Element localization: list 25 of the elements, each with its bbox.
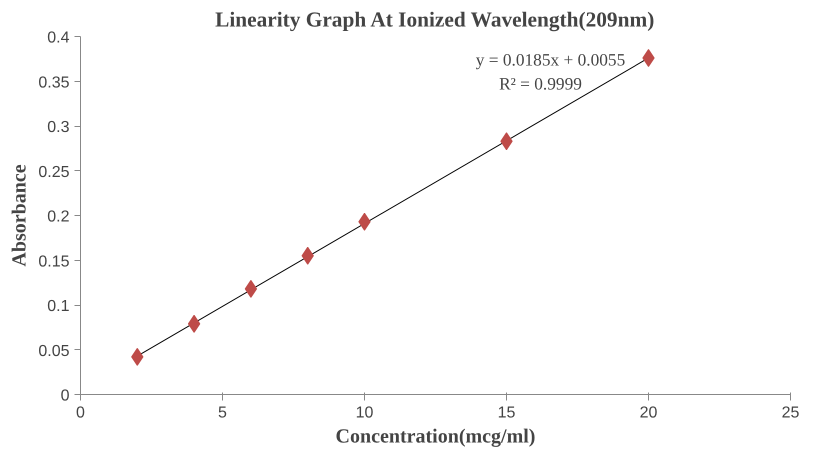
- point: [358, 212, 371, 231]
- chart-title: Linearity Graph At Ionized Wavelength(209nm): [215, 8, 654, 32]
- y-tick-label: 0.1: [47, 298, 70, 315]
- x-tick-label: 15: [498, 404, 516, 422]
- x-tick-label: 20: [640, 404, 658, 422]
- y-tick-label: 0.3: [47, 119, 70, 136]
- point: [500, 132, 513, 150]
- point: [244, 280, 258, 298]
- x-tick-label: 0: [76, 404, 86, 422]
- y-tick-label: 0.35: [38, 74, 70, 92]
- x-tick-label: 5: [218, 404, 228, 422]
- point: [642, 48, 655, 67]
- annotation: R² = 0.9999: [499, 74, 582, 94]
- y-tick-label: 0.15: [38, 253, 70, 270]
- y-tick-label: 0.25: [38, 164, 70, 181]
- annotation: y = 0.0185x + 0.0055: [476, 50, 626, 70]
- y-tick-label: 0.05: [38, 342, 70, 360]
- x-tick-label: 10: [356, 404, 374, 422]
- y-tick-label: 0.4: [47, 30, 70, 46]
- point: [188, 314, 200, 333]
- x-tick-label: 25: [782, 404, 800, 422]
- y-tick-label: 0: [60, 388, 70, 404]
- y-tick-label: 0.2: [47, 208, 70, 226]
- x-axis-title: Concentration(mcg/ml): [336, 426, 536, 448]
- y-axis-title: Absorbance: [8, 164, 30, 267]
